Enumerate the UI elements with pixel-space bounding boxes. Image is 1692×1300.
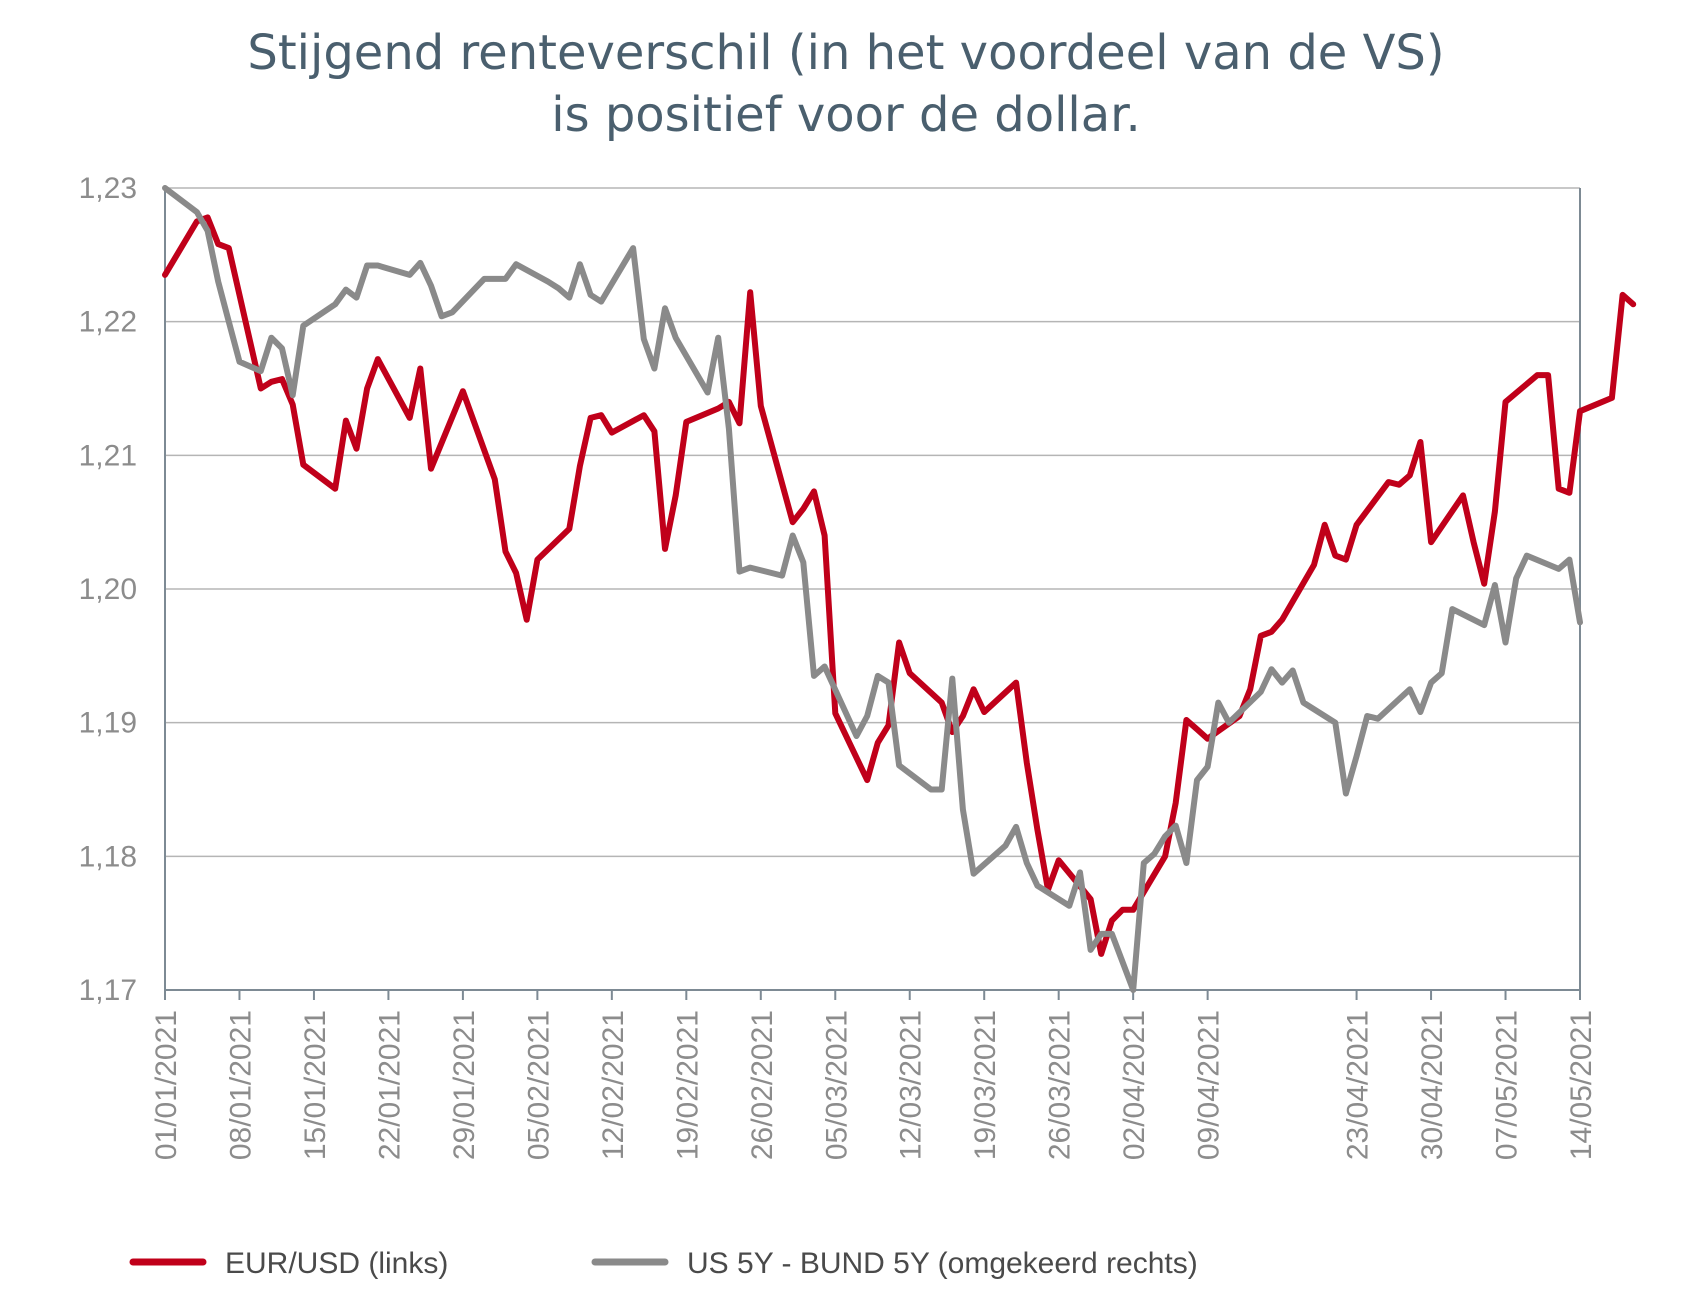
y-tick-label: 1,17 bbox=[79, 974, 137, 1007]
chart-title-line-1: Stijgend renteverschil (in het voordeel … bbox=[247, 25, 1445, 81]
x-tick-label: 29/01/2021 bbox=[448, 1010, 481, 1160]
y-tick-label: 1,18 bbox=[79, 840, 137, 873]
x-tick-label: 14/05/2021 bbox=[1565, 1010, 1598, 1160]
legend-spread-label: US 5Y - BUND 5Y (omgekeerd rechts) bbox=[687, 1247, 1198, 1280]
x-tick-label: 07/05/2021 bbox=[1491, 1010, 1524, 1160]
x-tick-label: 02/04/2021 bbox=[1118, 1010, 1151, 1160]
spread-line bbox=[162, 185, 1583, 993]
x-tick-label: 01/01/2021 bbox=[150, 1010, 183, 1160]
y-tick-label: 1,19 bbox=[79, 707, 137, 740]
x-tick-label: 09/04/2021 bbox=[1193, 1010, 1226, 1160]
x-tick-label: 12/03/2021 bbox=[895, 1010, 928, 1160]
x-tick-label: 05/03/2021 bbox=[820, 1010, 853, 1160]
y-tick-label: 1,20 bbox=[79, 573, 137, 606]
x-tick-label: 26/02/2021 bbox=[746, 1010, 779, 1160]
x-tick-label: 08/01/2021 bbox=[224, 1010, 257, 1160]
x-tick-label: 19/03/2021 bbox=[969, 1010, 1002, 1160]
x-tick-label: 12/02/2021 bbox=[597, 1010, 630, 1160]
x-tick-label: 22/01/2021 bbox=[373, 1010, 406, 1160]
chart-title: Stijgend renteverschil (in het voordeel … bbox=[0, 22, 1692, 146]
y-tick-label: 1,22 bbox=[79, 306, 137, 339]
eurusd-line bbox=[162, 214, 1637, 957]
x-tick-label: 15/01/2021 bbox=[299, 1010, 332, 1160]
y-tick-label: 1,21 bbox=[79, 439, 137, 472]
x-tick-label: 19/02/2021 bbox=[671, 1010, 704, 1160]
x-tick-label: 26/03/2021 bbox=[1044, 1010, 1077, 1160]
x-tick-label: 23/04/2021 bbox=[1342, 1010, 1375, 1160]
x-tick-label: 05/02/2021 bbox=[522, 1010, 555, 1160]
legend-eurusd-label: EUR/USD (links) bbox=[225, 1247, 448, 1280]
y-tick-label: 1,23 bbox=[79, 172, 137, 205]
x-tick-label: 30/04/2021 bbox=[1416, 1010, 1449, 1160]
chart-title-line-2: is positief voor de dollar. bbox=[551, 87, 1141, 143]
